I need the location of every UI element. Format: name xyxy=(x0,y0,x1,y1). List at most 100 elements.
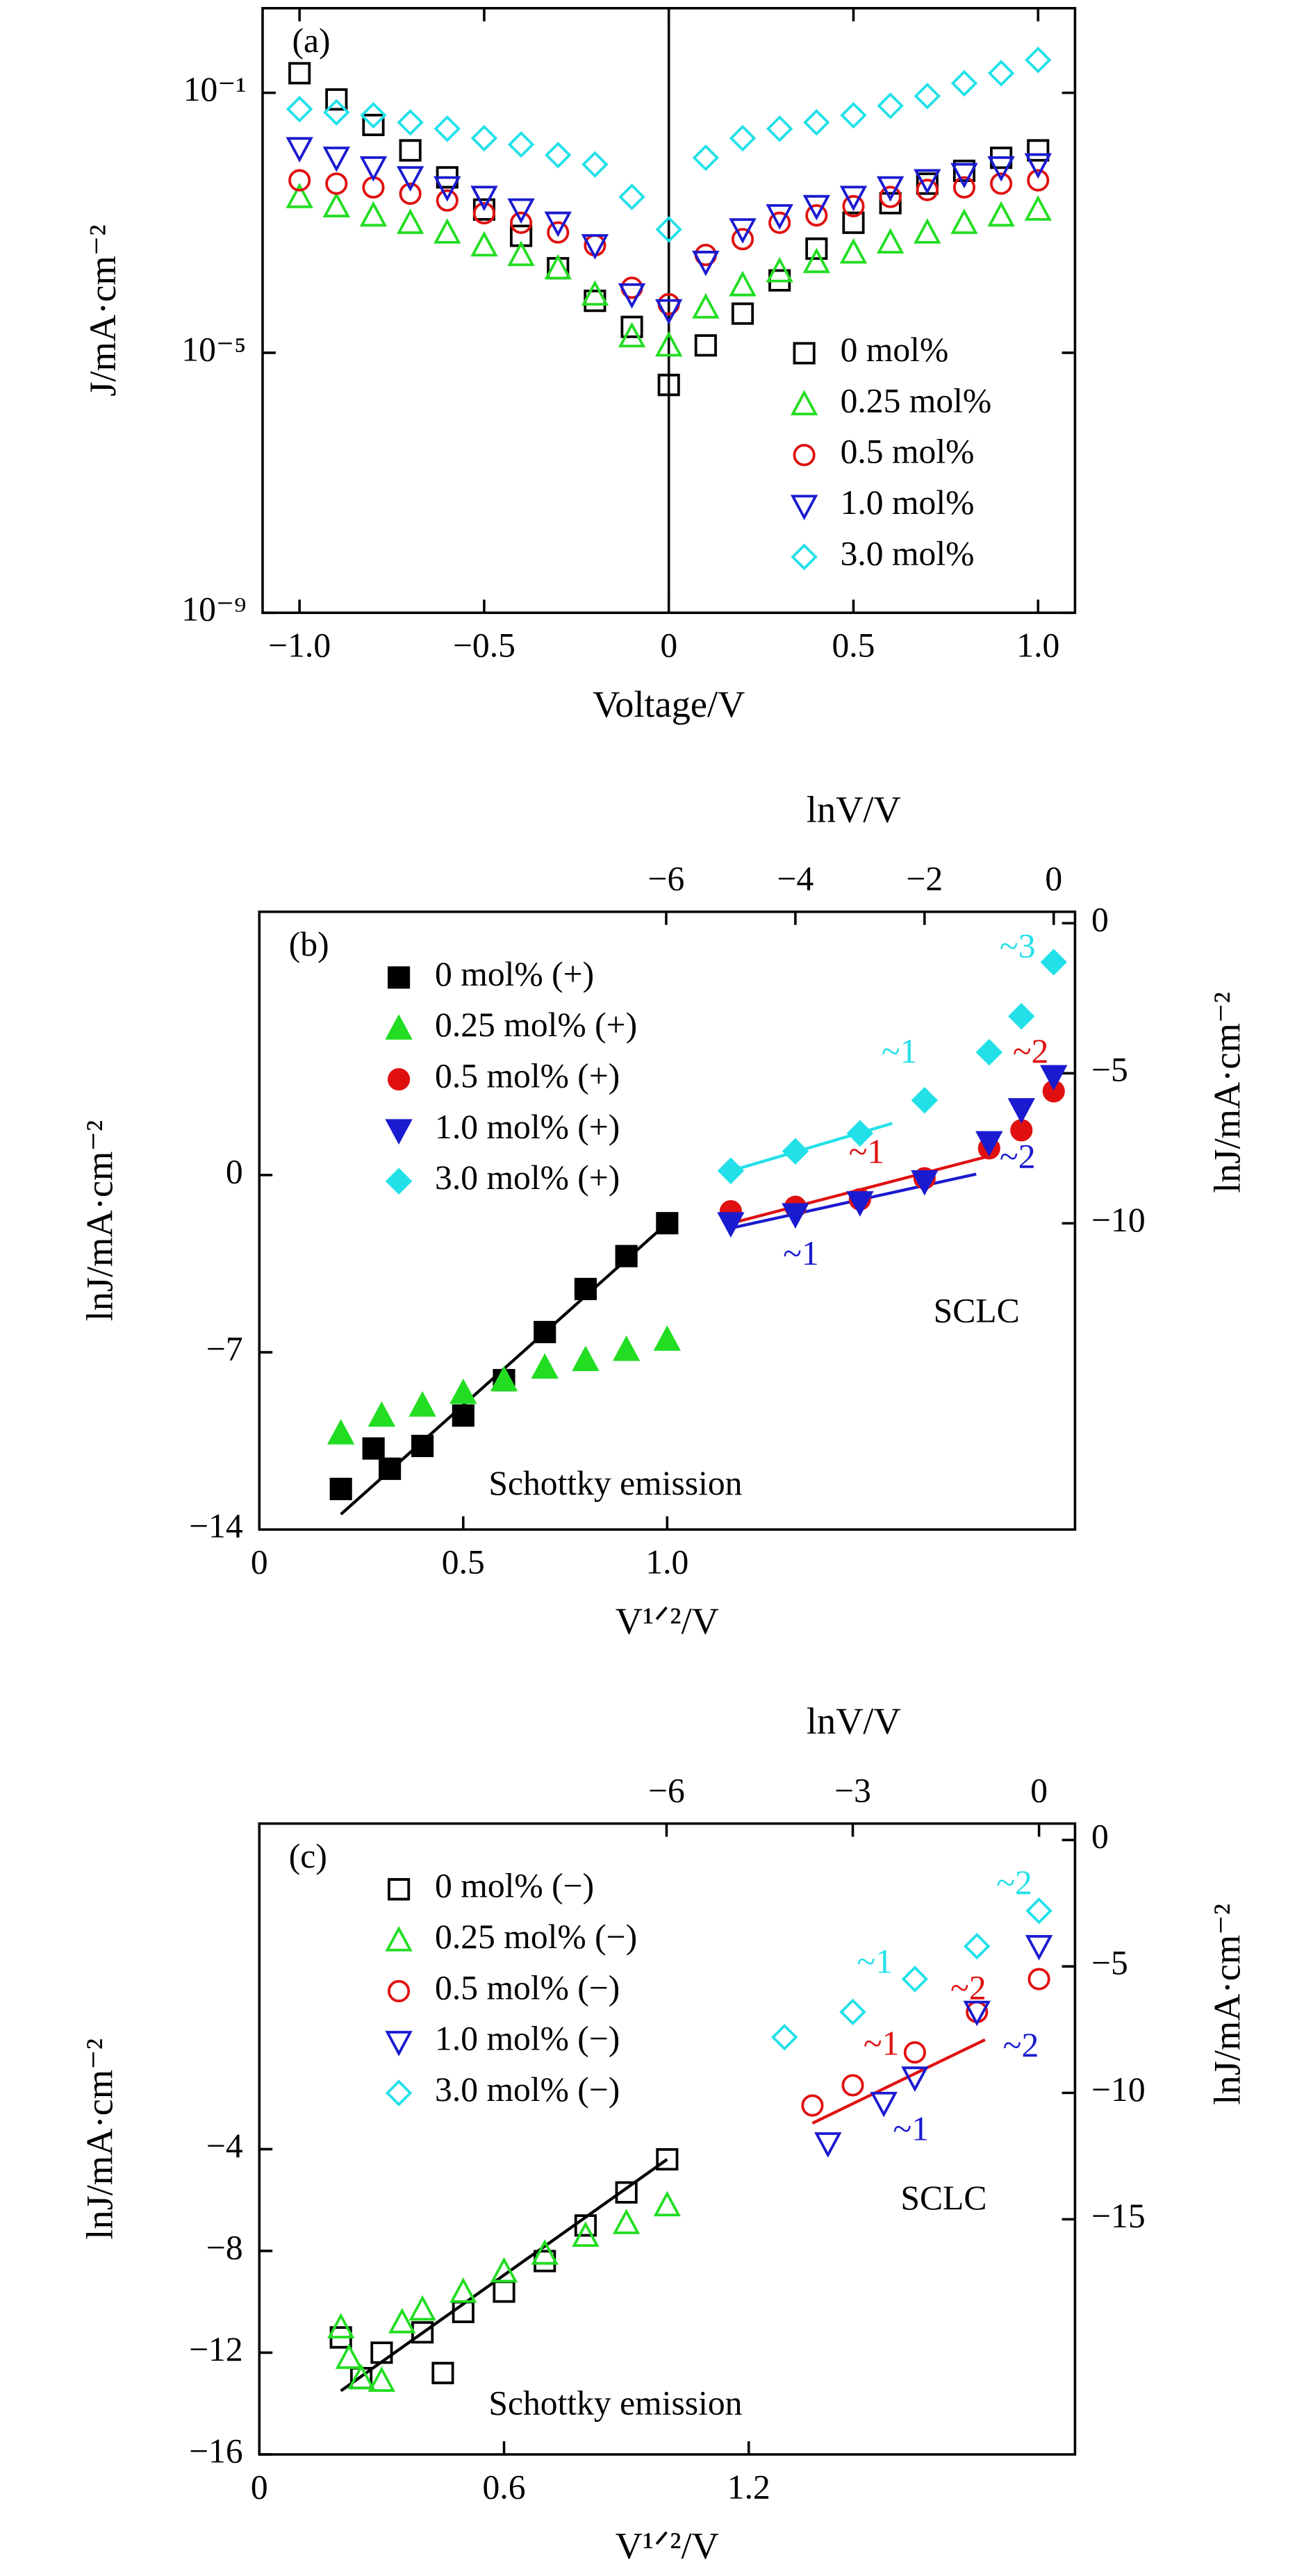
marker xyxy=(694,334,717,357)
legend-label: 0 mol% xyxy=(841,331,949,369)
marker xyxy=(510,211,533,234)
marker xyxy=(322,147,351,172)
annotation: ~2 xyxy=(996,1863,1032,1902)
marker xyxy=(656,2148,679,2171)
marker xyxy=(1025,1935,1053,1961)
marker xyxy=(653,1325,682,1351)
annotation: SCLC xyxy=(900,2179,986,2217)
marker xyxy=(574,2214,597,2237)
marker xyxy=(581,234,609,260)
marker xyxy=(507,198,535,224)
y-tick-label: −12 xyxy=(189,2330,243,2368)
legend-label: 0 mol% (+) xyxy=(435,955,594,993)
marker xyxy=(914,83,941,110)
marker xyxy=(510,224,533,247)
marker xyxy=(470,231,498,257)
y2-tick-label: −5 xyxy=(1091,1051,1128,1089)
marker xyxy=(618,322,646,348)
marker xyxy=(842,194,865,217)
marker xyxy=(359,201,388,227)
x-tick-label: 0.5 xyxy=(442,1543,485,1581)
y-axis-label: J/mA·cm⁻² xyxy=(82,224,124,396)
marker xyxy=(396,166,424,192)
y2-tick-label: −10 xyxy=(1091,2070,1146,2109)
marker xyxy=(656,1212,679,1235)
marker xyxy=(771,2024,798,2051)
annotation: ~1 xyxy=(893,2110,929,2148)
legend-marker xyxy=(385,1014,413,1040)
marker xyxy=(397,109,424,136)
x2-tick-label: −6 xyxy=(648,860,685,898)
legend-marker xyxy=(385,1167,413,1195)
marker xyxy=(433,176,461,202)
marker xyxy=(507,131,535,158)
marker xyxy=(531,2239,559,2265)
marker xyxy=(612,1335,641,1361)
x-tick-label: 1.0 xyxy=(1016,626,1059,665)
marker xyxy=(903,2041,926,2064)
marker xyxy=(802,194,831,221)
marker xyxy=(615,2181,638,2204)
legend-marker xyxy=(385,2031,413,2056)
marker xyxy=(950,208,978,234)
legend-marker xyxy=(790,495,818,521)
legend-marker xyxy=(791,543,818,571)
x-axis-label: V¹ᐟ²/V xyxy=(616,2525,719,2567)
y2-tick-label: 0 xyxy=(1091,1818,1109,1856)
x2-tick-label: 0 xyxy=(1045,860,1062,898)
marker xyxy=(615,1245,638,1268)
annotation: ~1 xyxy=(882,1032,918,1070)
marker xyxy=(362,1437,385,1460)
legend-marker xyxy=(388,1878,411,1901)
marker xyxy=(288,169,311,192)
marker xyxy=(729,124,757,152)
marker xyxy=(433,218,461,244)
legend-label: 0.5 mol% (+) xyxy=(435,1056,620,1095)
marker xyxy=(1027,169,1050,192)
legend-label: 1.0 mol% (+) xyxy=(435,1108,620,1146)
legend-label: 0.5 mol% xyxy=(841,433,975,471)
marker xyxy=(547,221,570,244)
y2-tick-label: −10 xyxy=(1091,1201,1146,1239)
marker xyxy=(411,1434,434,1458)
legend-marker xyxy=(385,1119,413,1145)
annotation: ~2 xyxy=(1000,1137,1036,1175)
marker xyxy=(717,1157,745,1185)
marker xyxy=(766,256,793,283)
marker xyxy=(1027,139,1050,162)
marker xyxy=(379,1457,402,1480)
marker xyxy=(433,115,461,142)
marker xyxy=(950,69,978,97)
marker xyxy=(1025,1897,1052,1925)
legend-marker xyxy=(385,1926,413,1952)
marker xyxy=(901,2066,929,2093)
marker xyxy=(581,151,609,178)
x-tick-label: 0.5 xyxy=(832,626,875,665)
marker xyxy=(839,238,868,264)
marker xyxy=(768,269,791,292)
marker xyxy=(362,113,385,136)
legend-label: 0 mol% (−) xyxy=(435,1867,594,1905)
legend-label: 1.0 mol% (−) xyxy=(435,2020,620,2058)
fit-line xyxy=(811,2038,986,2125)
marker xyxy=(618,183,645,210)
x2-tick-label: −4 xyxy=(777,860,814,898)
y-tick-label: −8 xyxy=(206,2228,243,2266)
legend-marker xyxy=(388,1979,411,2002)
panel-label: (c) xyxy=(289,1837,327,1875)
marker xyxy=(963,2000,991,2027)
marker xyxy=(653,2191,682,2217)
marker xyxy=(782,1138,809,1165)
x2-tick-label: −6 xyxy=(648,1771,685,1809)
marker xyxy=(805,237,828,260)
marker xyxy=(846,1120,874,1147)
marker xyxy=(431,2361,454,2384)
marker xyxy=(950,163,978,189)
marker xyxy=(470,124,498,152)
legend-label: 3.0 mol% (−) xyxy=(435,2070,620,2109)
legend-label: 0.25 mol% (−) xyxy=(435,1918,637,1956)
marker xyxy=(655,299,683,325)
marker xyxy=(839,185,868,212)
y-tick-label: 10⁻⁹ xyxy=(181,590,246,629)
marker xyxy=(286,137,313,163)
